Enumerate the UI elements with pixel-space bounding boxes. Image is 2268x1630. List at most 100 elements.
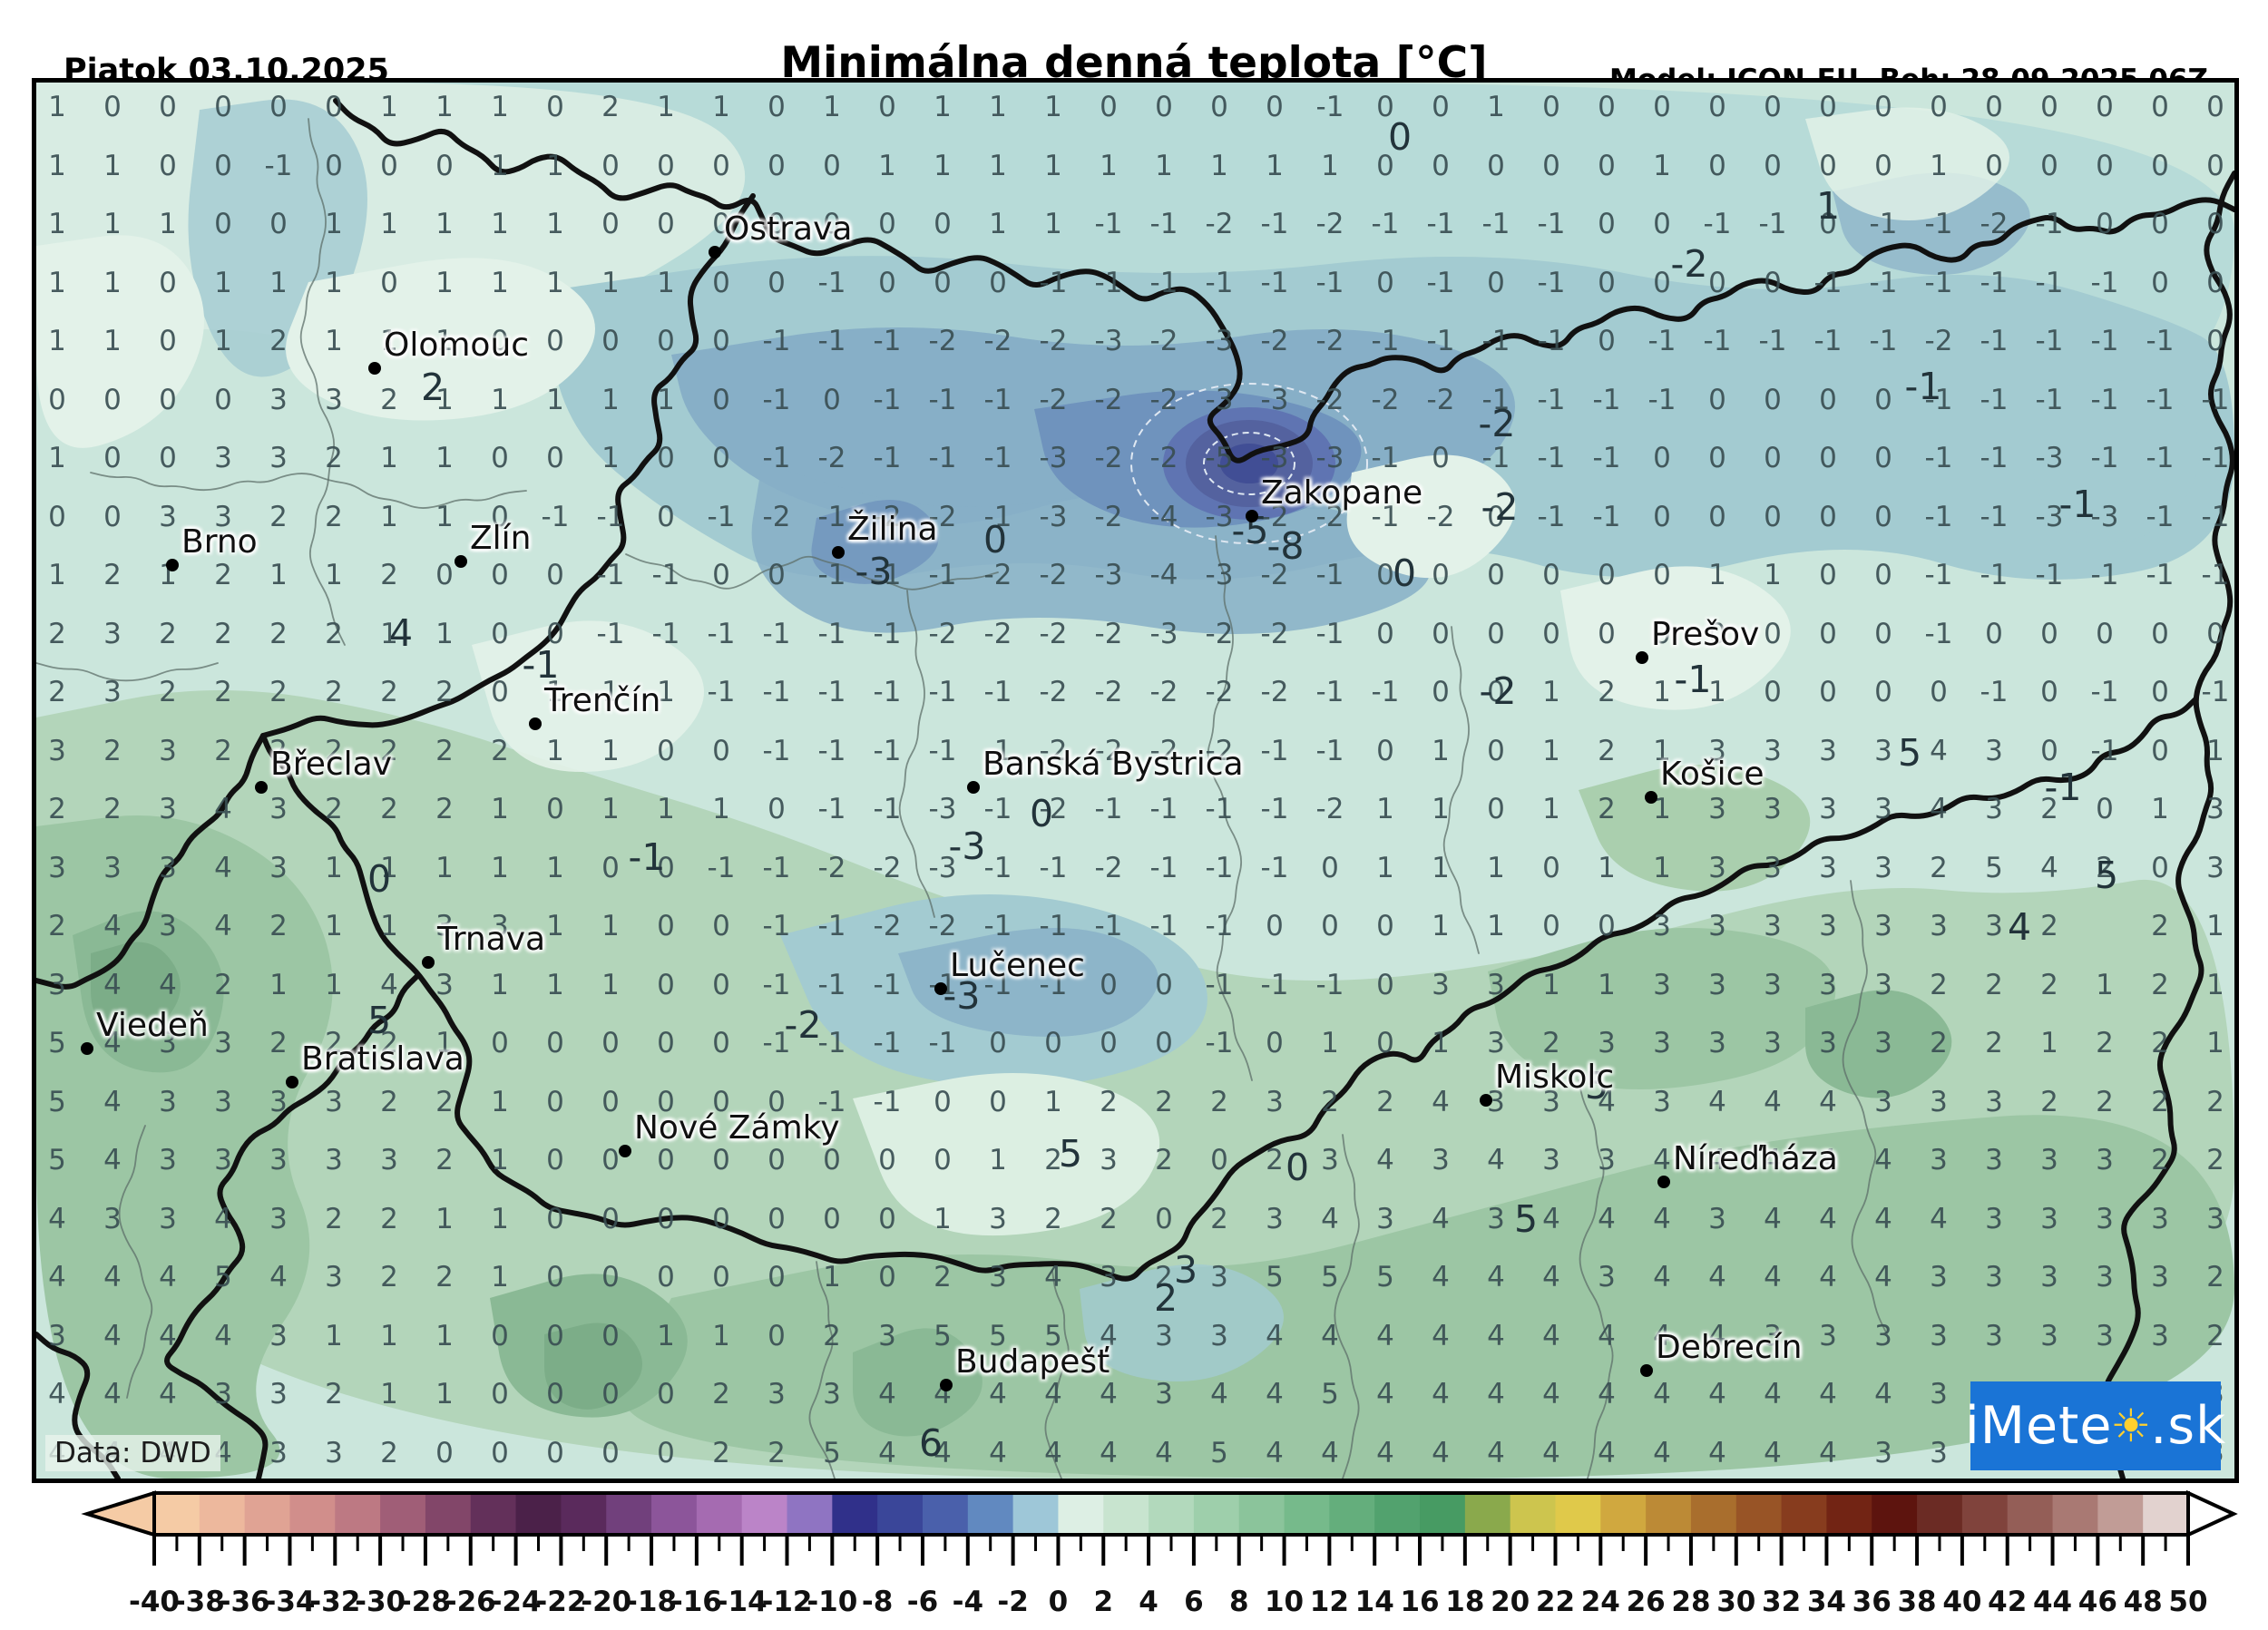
extra-value: -2 xyxy=(784,1003,822,1047)
grid-value: 4 xyxy=(1598,1378,1616,1410)
colorbar-cell xyxy=(2052,1493,2098,1535)
grid-value: 1 xyxy=(989,208,1007,240)
grid-value: 4 xyxy=(1376,1144,1394,1176)
grid-value: 1 xyxy=(657,793,675,825)
grid-value: 1 xyxy=(325,851,343,884)
grid-value: 3 xyxy=(1376,1202,1394,1235)
grid-value: -4 xyxy=(1149,500,1178,533)
grid-value: 0 xyxy=(1598,325,1616,357)
grid-value: 0 xyxy=(1874,383,1892,416)
colorbar-cell xyxy=(2097,1493,2144,1535)
grid-value: 3 xyxy=(1764,968,1782,1001)
grid-value: 2 xyxy=(1598,793,1616,825)
colorbar-cell xyxy=(1149,1493,1195,1535)
colorbar-label: -14 xyxy=(717,1586,767,1618)
grid-value: 1 xyxy=(601,266,620,299)
grid-value: 0 xyxy=(657,1378,675,1410)
grid-value: 1 xyxy=(491,1261,509,1293)
grid-value: 0 xyxy=(712,442,730,474)
extra-value: 0 xyxy=(367,857,392,901)
grid-value: -1 xyxy=(762,325,791,357)
city-dot xyxy=(1640,1364,1653,1377)
grid-value: -1 xyxy=(762,734,791,767)
grid-value: 4 xyxy=(1653,1378,1671,1410)
grid-value: 1 xyxy=(601,383,620,416)
grid-value: 0 xyxy=(1653,559,1671,591)
grid-value: 0 xyxy=(2040,734,2058,767)
grid-value: -3 xyxy=(1260,442,1289,474)
grid-value: 0 xyxy=(712,910,730,942)
grid-value: 0 xyxy=(380,149,398,182)
grid-value: 0 xyxy=(1708,266,1726,299)
city-dot xyxy=(166,559,179,571)
colorbar-cell xyxy=(244,1493,291,1535)
grid-value: -2 xyxy=(1924,325,1953,357)
grid-value: -1 xyxy=(2146,442,2175,474)
grid-value: -1 xyxy=(707,500,736,533)
grid-value: 4 xyxy=(48,1261,66,1293)
city-dot xyxy=(709,246,721,259)
grid-value: 1 xyxy=(657,91,675,123)
grid-value: 0 xyxy=(1598,149,1616,182)
grid-value: -1 xyxy=(817,968,846,1001)
colorbar-label: 38 xyxy=(1897,1586,1936,1618)
grid-value: 0 xyxy=(1155,1202,1173,1235)
grid-value: 0 xyxy=(1819,559,1837,591)
grid-value: 0 xyxy=(1874,442,1892,474)
grid-value: -2 xyxy=(762,500,791,533)
grid-value: -2 xyxy=(1205,617,1234,650)
grid-value: -1 xyxy=(1149,208,1178,240)
grid-value: -1 xyxy=(1039,851,1068,884)
grid-value: 3 xyxy=(1985,793,2003,825)
grid-value: 0 xyxy=(1985,91,2003,123)
grid-value: 0 xyxy=(657,1436,675,1469)
grid-value: 3 xyxy=(1874,1027,1892,1059)
grid-value: 3 xyxy=(1653,968,1671,1001)
grid-value: -3 xyxy=(1205,383,1234,416)
grid-value: 1 xyxy=(1100,149,1118,182)
colorbar-cell xyxy=(651,1493,698,1535)
grid-value: 4 xyxy=(214,910,232,942)
grid-value: 0 xyxy=(546,559,564,591)
grid-value: 4 xyxy=(1598,1436,1616,1469)
city-label: Ostrava xyxy=(724,210,853,248)
grid-value: 3 xyxy=(214,1085,232,1118)
grid-value: 0 xyxy=(214,208,232,240)
grid-value: -2 xyxy=(1315,325,1344,357)
grid-value: 3 xyxy=(491,910,509,942)
grid-value: -3 xyxy=(1039,500,1068,533)
colorbar-cell xyxy=(832,1493,878,1535)
grid-value: -1 xyxy=(817,559,846,591)
grid-value: 2 xyxy=(712,1378,730,1410)
grid-value: -1 xyxy=(1481,208,1510,240)
grid-value: 3 xyxy=(1874,1436,1892,1469)
grid-value: 2 xyxy=(2096,1085,2114,1118)
grid-value: 3 xyxy=(269,383,288,416)
city-label: Viedeň xyxy=(96,1007,209,1044)
grid-value: 2 xyxy=(325,1202,343,1235)
grid-value: 3 xyxy=(2040,1261,2058,1293)
grid-value: 0 xyxy=(823,208,841,240)
grid-value: 0 xyxy=(546,1144,564,1176)
grid-value: -1 xyxy=(983,383,1012,416)
grid-value: -2 xyxy=(1039,325,1068,357)
grid-value: 4 xyxy=(1598,1202,1616,1235)
temperature-colorbar: -40-38-36-34-32-30-28-26-24-22-20-18-16-… xyxy=(81,1489,2238,1618)
grid-value: 3 xyxy=(2096,1202,2114,1235)
grid-value: 2 xyxy=(1155,1261,1173,1293)
grid-value: 1 xyxy=(380,851,398,884)
grid-value: -1 xyxy=(1371,500,1400,533)
grid-value: 0 xyxy=(712,1261,730,1293)
grid-value: -1 xyxy=(1592,442,1621,474)
grid-value: 5 xyxy=(1985,851,2003,884)
grid-value: 1 xyxy=(1708,676,1726,708)
grid-value: 1 xyxy=(103,325,122,357)
grid-value: 1 xyxy=(1432,1027,1450,1059)
grid-value: 0 xyxy=(601,1436,620,1469)
grid-value: 0 xyxy=(546,1261,564,1293)
grid-value: -2 xyxy=(1315,793,1344,825)
grid-value: 1 xyxy=(657,383,675,416)
grid-value: 1 xyxy=(1542,793,1560,825)
grid-value: 1 xyxy=(1653,793,1671,825)
grid-value: 2 xyxy=(435,1144,454,1176)
